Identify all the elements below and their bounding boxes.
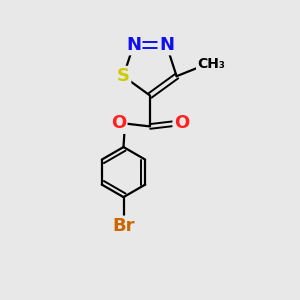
Text: N: N bbox=[126, 36, 141, 54]
Text: O: O bbox=[111, 115, 126, 133]
Text: Br: Br bbox=[112, 217, 135, 235]
Text: CH₃: CH₃ bbox=[197, 57, 225, 71]
Text: S: S bbox=[117, 67, 130, 85]
Text: O: O bbox=[174, 115, 189, 133]
Text: N: N bbox=[159, 36, 174, 54]
